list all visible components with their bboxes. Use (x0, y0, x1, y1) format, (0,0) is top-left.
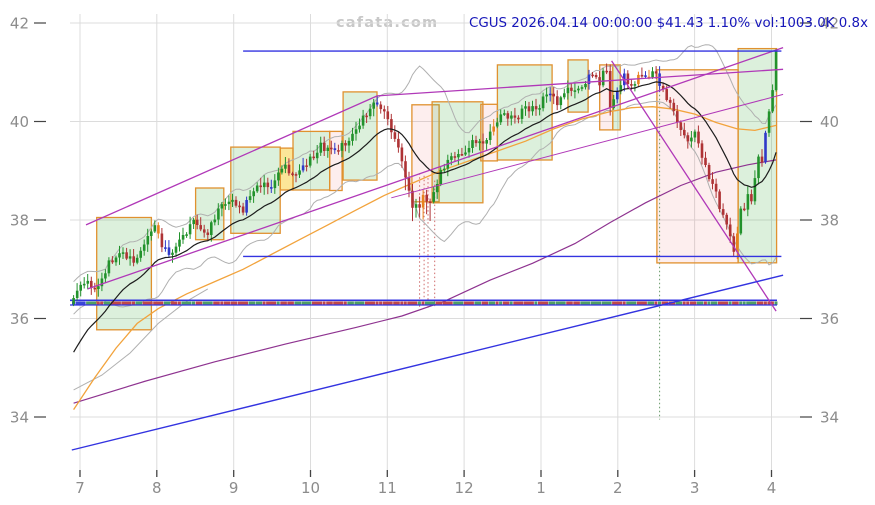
svg-text:1: 1 (536, 479, 546, 497)
volatility-bands (73, 44, 777, 391)
svg-text:9: 9 (229, 479, 239, 497)
svg-text:3: 3 (690, 479, 700, 497)
svg-text:42: 42 (10, 15, 29, 33)
svg-text:38: 38 (820, 212, 839, 230)
chart-title: CGUS 2026.04.14 00:00:00 $41.43 1.10% vo… (469, 16, 868, 31)
black-ma (73, 81, 777, 353)
svg-text:38: 38 (10, 212, 29, 230)
dotted-vlines (419, 74, 661, 420)
trendlines (71, 46, 784, 451)
signal-boxes (96, 47, 778, 331)
svg-text:40: 40 (820, 113, 839, 131)
svg-text:11: 11 (378, 479, 397, 497)
svg-text:10: 10 (301, 479, 320, 497)
svg-text:12: 12 (455, 479, 474, 497)
purple-slow-ma (73, 159, 777, 404)
svg-text:2: 2 (613, 479, 623, 497)
svg-text:8: 8 (152, 479, 162, 497)
svg-text:40: 40 (10, 113, 29, 131)
svg-text:7: 7 (75, 479, 85, 497)
svg-text:36: 36 (10, 310, 29, 328)
y-axis-labels: 42 42 40 40 38 38 36 36 34 34 (10, 15, 839, 427)
svg-text:36: 36 (820, 310, 839, 328)
svg-text:4: 4 (767, 479, 777, 497)
svg-text:34: 34 (820, 409, 839, 427)
svg-text:42: 42 (820, 15, 839, 33)
svg-text:34: 34 (10, 409, 29, 427)
x-axis-labels: 7 8 9 10 11 12 1 2 3 4 (75, 479, 776, 497)
signal-ribbon (70, 299, 778, 306)
